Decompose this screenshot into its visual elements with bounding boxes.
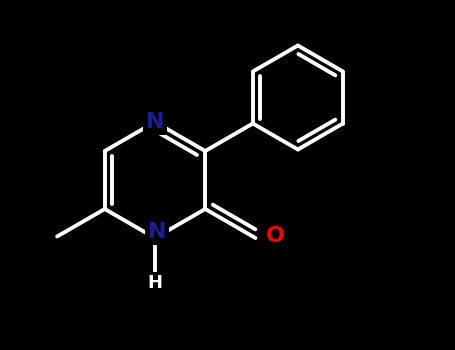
Text: H: H [147, 274, 162, 292]
Text: N: N [146, 112, 164, 132]
Text: O: O [266, 226, 285, 246]
Text: N: N [148, 222, 166, 242]
